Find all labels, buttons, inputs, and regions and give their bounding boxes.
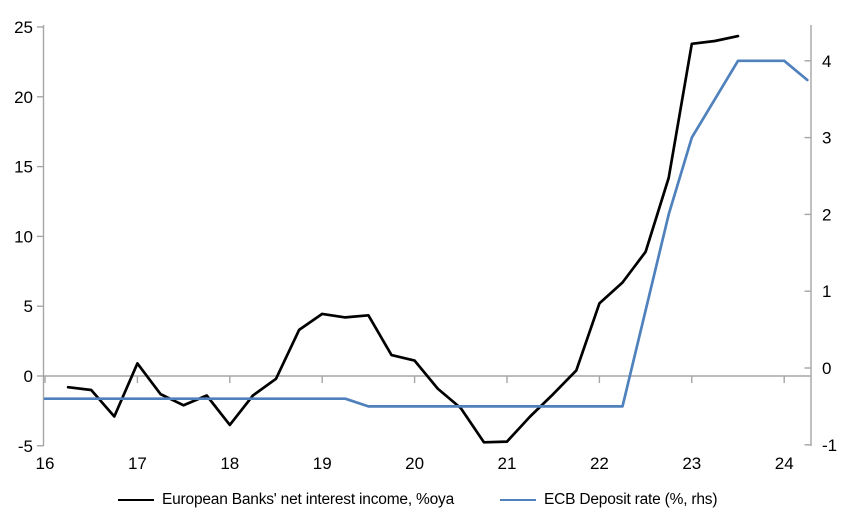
left-axis-tick-label: 25 [14, 18, 33, 37]
x-axis-tick-label: 19 [313, 454, 332, 473]
x-axis-tick-label: 23 [682, 454, 701, 473]
x-axis-tick-label: 24 [775, 454, 794, 473]
right-axis-tick-label: -1 [822, 436, 837, 455]
x-axis-tick-label: 17 [128, 454, 147, 473]
legend-label-nii: European Banks' net interest income, %oy… [162, 491, 455, 508]
deposit-rate-line [43, 59, 809, 408]
legend-label-deposit-rate: ECB Deposit rate (%, rhs) [544, 491, 718, 508]
right-axis-tick-label: 3 [822, 129, 831, 148]
right-axis-tick-label: 0 [822, 359, 831, 378]
x-axis-tick-label: 16 [36, 454, 55, 473]
left-axis-tick-label: 10 [14, 227, 33, 246]
x-axis-tick-label: 18 [220, 454, 239, 473]
legend-item-deposit-rate: ECB Deposit rate (%, rhs) [500, 491, 718, 509]
legend-swatch-deposit-rate [500, 498, 537, 502]
nii-line [66, 34, 740, 444]
x-axis-tick-label: 20 [405, 454, 424, 473]
left-axis-tick-label: 5 [24, 297, 33, 316]
right-axis-tick-label: 2 [822, 205, 831, 224]
left-axis-tick-label: -5 [18, 437, 33, 456]
x-axis-tick-label: 21 [498, 454, 517, 473]
right-axis-tick-label: 4 [822, 52, 831, 71]
legend-item-nii: European Banks' net interest income, %oy… [118, 491, 454, 509]
left-axis-tick-label: 0 [24, 367, 33, 386]
x-axis-tick-label: 22 [590, 454, 609, 473]
left-axis-tick-label: 15 [14, 158, 33, 177]
legend: European Banks' net interest income, %oy… [118, 491, 718, 509]
legend-swatch-nii [118, 498, 154, 502]
right-axis-tick-label: 1 [822, 282, 831, 301]
left-axis-tick-label: 20 [14, 88, 33, 107]
